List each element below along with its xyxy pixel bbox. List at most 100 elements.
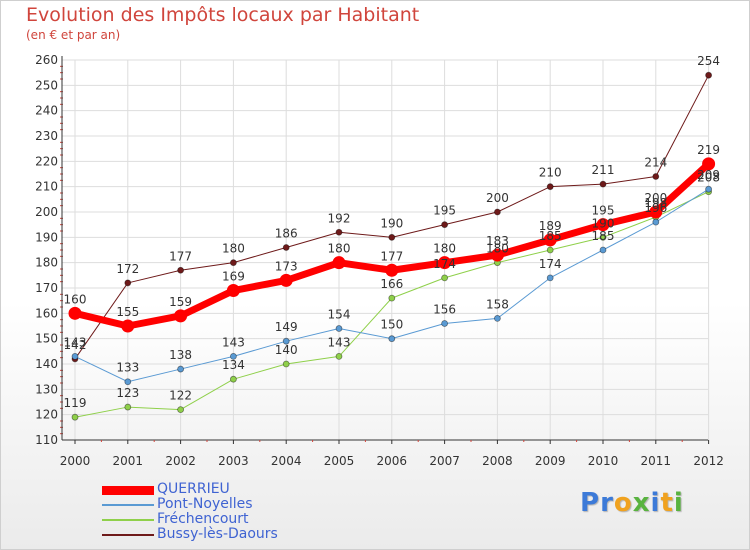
y-tick-label: 160 [35, 306, 58, 320]
data-point-pont-noyelles [71, 352, 79, 360]
y-tick-label: 190 [35, 230, 58, 244]
data-label-bussy-l-s-daours: 172 [116, 262, 139, 276]
data-label-pont-noyelles: 149 [275, 320, 298, 334]
legend-swatch [102, 485, 154, 495]
data-point-fr-chencourt [124, 403, 132, 411]
data-point-pont-noyelles [229, 352, 237, 360]
y-tick-label: 210 [35, 180, 58, 194]
data-label-querrieu: 180 [433, 242, 456, 256]
data-label-fr-chencourt: 198 [644, 196, 667, 210]
data-point-fr-chencourt [388, 294, 396, 302]
data-label-pont-noyelles: 150 [380, 318, 403, 332]
data-point-bussy-l-s-daours [441, 221, 449, 229]
y-tick-label: 150 [35, 332, 58, 346]
y-tick-label: 220 [35, 154, 58, 168]
data-label-querrieu: 189 [539, 219, 562, 233]
logo-letter: P [580, 488, 601, 518]
x-tick-label: 2001 [113, 454, 144, 468]
data-point-bussy-l-s-daours [546, 183, 554, 191]
data-point-querrieu [174, 309, 188, 323]
x-tick-label: 2009 [535, 454, 566, 468]
data-point-pont-noyelles [282, 337, 290, 345]
data-point-querrieu [68, 306, 82, 320]
y-tick-label: 110 [35, 433, 58, 447]
y-tick-label: 170 [35, 281, 58, 295]
chart-title: Evolution des Impôts locaux par Habitant [26, 4, 420, 26]
data-point-pont-noyelles [335, 325, 343, 332]
data-label-bussy-l-s-daours: 142 [64, 338, 87, 352]
data-label-pont-noyelles: 154 [328, 308, 351, 322]
data-label-querrieu: 180 [328, 242, 351, 256]
data-point-bussy-l-s-daours [335, 228, 343, 236]
proxiti-logo: Proxiti [580, 488, 684, 518]
data-label-fr-chencourt: 166 [380, 277, 403, 291]
data-point-querrieu [226, 284, 240, 298]
data-point-bussy-l-s-daours [388, 233, 396, 241]
data-point-bussy-l-s-daours [124, 279, 132, 287]
data-point-pont-noyelles [388, 335, 396, 343]
logo-letter: r [600, 488, 614, 518]
chart-subtitle: (en € et par an) [26, 28, 121, 42]
y-tick-label: 230 [35, 129, 58, 143]
data-label-fr-chencourt: 185 [539, 229, 562, 243]
data-label-fr-chencourt: 180 [486, 242, 509, 256]
data-label-fr-chencourt: 123 [116, 386, 139, 400]
data-point-querrieu [543, 233, 557, 247]
data-point-fr-chencourt [71, 413, 79, 421]
data-point-bussy-l-s-daours [493, 208, 501, 216]
data-label-bussy-l-s-daours: 180 [222, 242, 245, 256]
data-point-fr-chencourt [229, 375, 237, 383]
data-label-querrieu: 200 [644, 191, 667, 205]
data-label-querrieu: 159 [169, 295, 192, 309]
logo-letter: i [650, 488, 661, 518]
legend-label: QUERRIEU [157, 481, 230, 497]
logo-letter: i [673, 488, 684, 518]
data-label-bussy-l-s-daours: 177 [169, 249, 192, 263]
data-label-pont-noyelles: 209 [697, 168, 720, 182]
data-label-bussy-l-s-daours: 254 [697, 54, 720, 68]
data-point-bussy-l-s-daours [282, 244, 290, 251]
data-label-pont-noyelles: 185 [592, 229, 615, 243]
data-point-pont-noyelles [124, 378, 132, 386]
data-point-pont-noyelles [441, 320, 449, 327]
data-label-pont-noyelles: 158 [486, 297, 509, 311]
data-label-querrieu: 177 [380, 249, 403, 263]
data-label-pont-noyelles: 196 [644, 201, 667, 215]
logo-letter: t [660, 488, 674, 518]
data-point-fr-chencourt [546, 246, 554, 254]
legend-label: Fréchencourt [157, 511, 249, 527]
data-point-querrieu [490, 248, 504, 262]
logo-letter: o [613, 488, 633, 518]
y-tick-label: 130 [35, 382, 58, 396]
data-label-fr-chencourt: 122 [169, 389, 192, 403]
data-label-bussy-l-s-daours: 192 [328, 211, 351, 225]
data-point-pont-noyelles [493, 314, 501, 322]
data-label-bussy-l-s-daours: 200 [486, 191, 509, 205]
data-label-fr-chencourt: 134 [222, 358, 245, 372]
data-label-querrieu: 195 [592, 204, 615, 218]
data-label-bussy-l-s-daours: 211 [592, 163, 615, 177]
y-tick-label: 250 [35, 78, 58, 92]
logo-letter: x [632, 488, 651, 518]
x-tick-label: 2003 [218, 454, 249, 468]
x-tick-label: 2011 [641, 454, 672, 468]
y-tick-label: 260 [35, 53, 58, 67]
data-point-fr-chencourt [177, 406, 185, 414]
data-label-pont-noyelles: 174 [539, 257, 562, 271]
data-point-bussy-l-s-daours [177, 266, 185, 274]
data-label-pont-noyelles: 156 [433, 302, 456, 316]
data-point-fr-chencourt [282, 360, 290, 368]
data-point-fr-chencourt [599, 233, 607, 241]
data-label-pont-noyelles: 143 [64, 335, 87, 349]
data-label-fr-chencourt: 174 [433, 257, 456, 271]
legend-label: Bussy-lès-Daours [157, 526, 278, 542]
data-label-querrieu: 160 [64, 292, 87, 306]
data-label-querrieu: 173 [275, 259, 298, 273]
data-point-querrieu [596, 218, 610, 232]
y-tick-label: 200 [35, 205, 58, 219]
data-label-pont-noyelles: 138 [169, 348, 192, 362]
data-point-querrieu [332, 256, 346, 270]
data-label-pont-noyelles: 143 [222, 335, 245, 349]
